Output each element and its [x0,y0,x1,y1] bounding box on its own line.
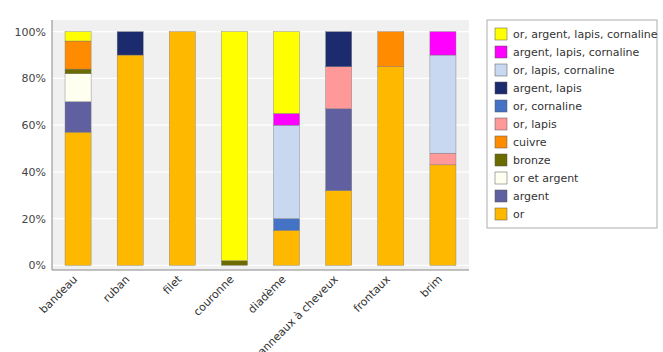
legend-label: argent [513,190,550,203]
bar-segment [430,153,456,165]
legend-swatch [495,46,507,58]
bar-segment [430,55,456,153]
legend-label: argent, lapis, cornaline [513,46,640,59]
bar-segment [169,32,195,266]
legend-swatch [495,28,507,40]
bar-segment [326,31,352,32]
y-axis [52,20,53,270]
legend: or, argent, lapis, cornaline argent, lapi… [487,20,658,228]
y-tick-label: 20% [22,213,46,226]
plot-background [52,20,469,270]
bar-segment [274,125,300,218]
legend-label: bronze [513,154,551,167]
x-tick-label: diadème [246,273,289,316]
bar-segment [169,31,195,32]
bar-segment [169,31,195,32]
bar-segment [117,31,143,32]
bar-segment [378,32,404,67]
bar-segment [65,69,91,74]
x-tick-label: ruban [100,273,132,305]
legend-swatch [495,208,507,220]
legend-swatch [495,100,507,112]
x-tick-label: filet [160,272,185,297]
bar-segment [430,165,456,265]
grid-line [52,171,469,172]
bar-segment [274,219,300,231]
y-tick-label: 0% [29,259,46,272]
y-tick-label: 40% [22,166,46,179]
grid-line [52,125,469,126]
bar-segment [117,55,143,265]
bar-segment [326,31,352,32]
legend-frame [487,20,657,228]
grid-line [52,78,469,79]
bar-segment [378,31,404,32]
bar-segment [117,31,143,32]
legend-label: cuivre [513,136,547,149]
legend-swatch [495,118,507,130]
bar-segment [326,191,352,266]
bar-segment [274,113,300,125]
x-tick-label: anneaux à cheveux [255,273,341,352]
bar-segment [169,31,195,32]
bar-segment [65,102,91,132]
bar-segment [117,32,143,55]
legend-swatch [495,64,507,76]
y-tick-label: 100% [15,26,46,39]
bar-segment [169,31,195,32]
bar-segment [169,31,195,32]
bar-segment [378,31,404,32]
legend-swatch [495,172,507,184]
bar-segment [378,31,404,32]
bar-segment [326,109,352,191]
bar-segment [169,31,195,32]
x-tick-label: couronne [191,273,237,319]
x-axis [52,270,469,271]
bar-segment [274,32,300,114]
bar-segment [65,74,91,102]
grid-line [52,265,469,266]
y-tick-label: 80% [22,72,46,85]
legend-label: argent, lapis [513,82,582,95]
x-tick-label: bandeau [37,273,80,316]
bar-segment [326,31,352,32]
grid-line [52,218,469,219]
legend-label: or, argent, lapis, cornaline [513,28,658,41]
legend-swatch [495,82,507,94]
bar-segment [326,32,352,67]
bar-segment [378,67,404,266]
bar-segment [65,32,91,41]
bar-segment [65,132,91,265]
bar-segment [274,230,300,265]
legend-label: or, lapis [513,118,557,131]
bar-segment [221,32,247,261]
bar-segment [169,31,195,32]
legend-label: or [513,208,525,221]
legend-swatch [495,154,507,166]
bar-segment [221,261,247,266]
legend-label: or et argent [513,172,579,185]
y-tick-label: 60% [22,119,46,132]
x-tick-label: brim [418,273,445,300]
bar-segment [326,67,352,109]
bar-segment [169,31,195,32]
legend-swatch [495,190,507,202]
grid-line [52,31,469,32]
legend-label: or, lapis, cornaline [513,64,615,77]
bar-segment [378,31,404,32]
bar-segment [430,31,456,32]
bar-segment [169,31,195,32]
bar-segment [117,31,143,32]
bar-segment [430,32,456,55]
x-tick-label: frontaux [351,273,393,315]
bar-segment [378,31,404,32]
bar-segment [65,41,91,69]
chart: 0% 20% 40% 60% 80% 100% bandeau ruban filetcouro… [0,0,663,352]
bar-segment [378,31,404,32]
bar-segment [169,31,195,32]
legend-label: or, cornaline [513,100,582,113]
legend-swatch [495,136,507,148]
